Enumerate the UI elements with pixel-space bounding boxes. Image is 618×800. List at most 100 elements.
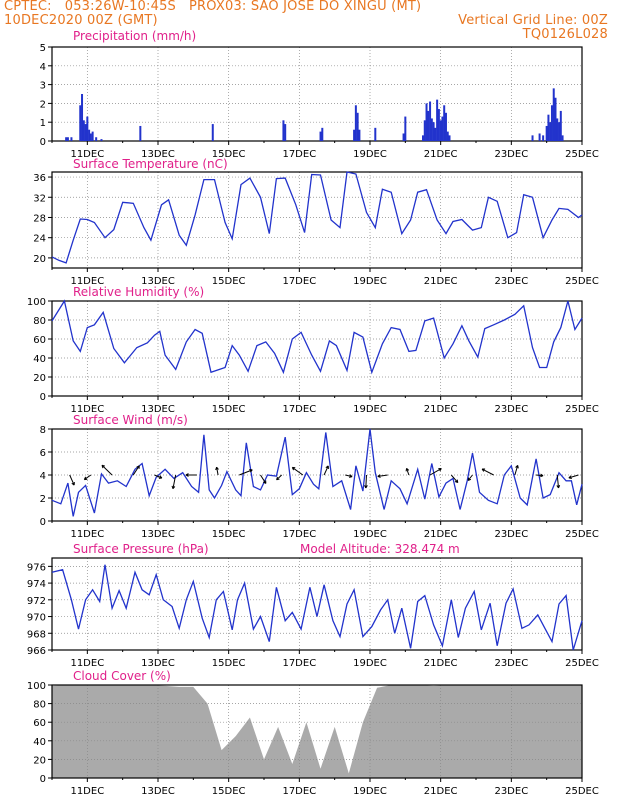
precip-bar	[356, 112, 359, 141]
pressure-line	[51, 564, 583, 651]
wind-panel: Surface Wind (m/s) 0 2 4 6 8 11DEC 13DEC 15DEC 17…	[40, 413, 599, 540]
pressure-panel: Surface Pressure (hPa) Model Altitude: 32…	[27, 542, 599, 669]
x-tick-label: 23DEC	[494, 786, 528, 797]
x-tick-label: 11DEC	[70, 404, 104, 415]
precip-bar	[354, 105, 357, 141]
x-tick-label: 17DEC	[282, 149, 316, 160]
wind-vector-head	[540, 473, 544, 478]
precip-bar	[402, 133, 405, 141]
x-tick-label: 17DEC	[282, 529, 316, 540]
y-tick-label: 974	[27, 579, 46, 590]
precip-bar	[434, 127, 437, 141]
wind-vector-head	[349, 474, 353, 478]
x-tick-label: 21DEC	[424, 786, 458, 797]
precip-bar	[319, 131, 322, 141]
pressure-subtitle: Model Altitude: 328.474 m	[300, 542, 460, 556]
precip-bar	[542, 135, 545, 141]
x-tick-label: 13DEC	[141, 276, 175, 287]
precip-bar	[432, 122, 435, 141]
wind-vector	[514, 465, 519, 476]
wind-vector-head	[136, 465, 140, 469]
precip-bar	[545, 125, 548, 141]
x-tick-label: 19DEC	[353, 404, 387, 415]
y-tick-label: 40	[33, 737, 46, 748]
y-tick-label: 968	[27, 629, 46, 640]
wind-vectors	[69, 464, 579, 490]
precip-bar	[81, 94, 84, 141]
wind-vector	[154, 474, 163, 479]
wind-vector-head	[83, 476, 88, 481]
x-tick-label: 23DEC	[494, 658, 528, 669]
run-date: 10DEC2020 00Z (GMT)	[4, 13, 158, 28]
y-tick-label: 966	[27, 646, 46, 657]
wind-vector-head	[454, 479, 459, 484]
x-tick-label: 21DEC	[424, 404, 458, 415]
wind-vector	[450, 474, 459, 483]
cloud-cover-area	[52, 685, 582, 778]
precip-bar	[82, 120, 85, 141]
wind-vector	[260, 474, 267, 484]
wind-vector-head	[158, 475, 163, 479]
x-tick-label: 19DEC	[353, 786, 387, 797]
y-tick-label: 0	[40, 517, 46, 528]
precip-bar	[441, 116, 444, 141]
wind-vector-head	[438, 468, 442, 472]
precip-bar	[100, 139, 103, 141]
x-tick-label: 15DEC	[212, 276, 246, 287]
y-tick-label: 2	[40, 494, 46, 505]
wind-vector-head	[276, 476, 280, 481]
pressure-frame	[51, 557, 583, 651]
precip-panel: Precipitation (mm/h) 0 1 2 3 4 5 11DEC 13DEC 15DE…	[40, 29, 599, 160]
y-tick-label: 36	[33, 173, 46, 184]
precip-bar	[358, 129, 361, 141]
precip-bar	[559, 110, 562, 141]
precip-bar	[430, 118, 433, 141]
x-tick-label: 17DEC	[282, 786, 316, 797]
x-tick-label: 21DEC	[424, 658, 458, 669]
temp-frame	[51, 171, 583, 269]
wind-vector	[536, 474, 544, 477]
wind-vector-head	[71, 482, 75, 486]
wind-vector	[467, 474, 473, 481]
x-tick-label: 15DEC	[212, 404, 246, 415]
y-tick-label: 3	[40, 81, 46, 92]
wind-vector	[276, 474, 283, 481]
model-code: TQ0126L028	[522, 27, 608, 42]
x-tick-label: 13DEC	[141, 786, 175, 797]
precip-bar	[538, 133, 541, 141]
y-tick-label: 20	[33, 373, 46, 384]
wind-vector	[406, 468, 410, 476]
precip-bar	[556, 118, 559, 141]
wind-vector-head	[568, 475, 572, 479]
cloud-frame	[51, 684, 583, 779]
wind-title: Surface Wind (m/s)	[73, 413, 188, 427]
wind-vector-head	[171, 485, 176, 490]
rh-line	[51, 299, 583, 375]
x-tick-label: 11DEC	[70, 786, 104, 797]
precip-bar	[552, 88, 555, 141]
precip-bar	[321, 127, 324, 141]
wind-vector	[239, 469, 253, 476]
precip-bar	[429, 101, 432, 141]
y-tick-label: 20	[33, 254, 46, 265]
x-tick-label: 25DEC	[565, 149, 599, 160]
precip-bar	[282, 120, 285, 141]
x-tick-label: 15DEC	[212, 529, 246, 540]
precip-bar	[284, 124, 287, 141]
rh-frame	[51, 300, 583, 397]
precip-bar	[353, 129, 356, 141]
wind-vector	[101, 464, 113, 476]
precip-bar	[436, 99, 439, 141]
precip-bar	[531, 135, 534, 141]
x-tick-label: 23DEC	[494, 529, 528, 540]
wind-frame	[51, 428, 583, 522]
wind-vector-head	[185, 473, 189, 477]
x-tick-label: 15DEC	[212, 149, 246, 160]
wind-vector-head	[467, 477, 472, 481]
precip-bar	[79, 105, 82, 141]
y-tick-label: 28	[33, 213, 46, 224]
chart-header: CPTEC: 053:26W-10:45S PROX03: SAO JOSE D…	[0, 0, 618, 44]
wind-vector	[292, 467, 304, 476]
wind-vector-head	[364, 485, 368, 489]
wind-vector-head	[215, 466, 219, 471]
